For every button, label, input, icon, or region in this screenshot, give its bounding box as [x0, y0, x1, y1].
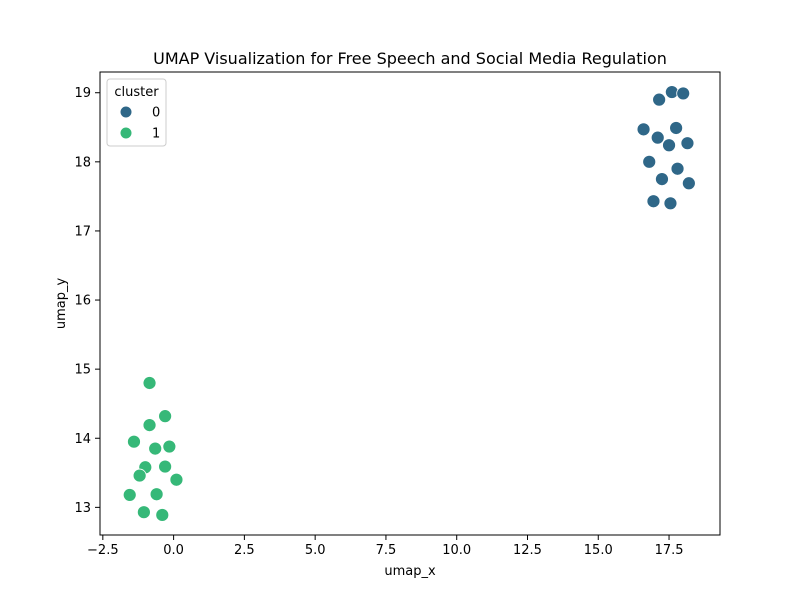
x-tick-label: 15.0: [584, 543, 613, 558]
y-tick-label: 16: [74, 294, 91, 309]
data-point-cluster-1: [162, 439, 177, 454]
data-point-cluster-0: [636, 122, 651, 137]
data-point-cluster-0: [670, 161, 685, 176]
data-point-cluster-0: [676, 86, 691, 101]
legend-marker-cluster-1: [119, 126, 133, 140]
y-tick-label: 17: [74, 224, 91, 239]
data-point-cluster-0: [652, 92, 667, 107]
data-point-cluster-0: [655, 172, 669, 187]
data-point-cluster-1: [155, 508, 170, 522]
data-point-cluster-1: [149, 487, 164, 502]
data-point-cluster-1: [142, 376, 157, 390]
data-point-cluster-1: [158, 409, 173, 424]
data-point-cluster-1: [127, 434, 141, 449]
legend-label-cluster-1: 1: [152, 127, 160, 142]
y-axis-label: umap_y: [54, 278, 69, 330]
x-tick-label: 10.0: [442, 543, 471, 558]
x-tick-label: 2.5: [234, 543, 255, 558]
legend: cluster 0 1: [106, 78, 167, 147]
x-tick-label: 7.5: [376, 543, 397, 558]
legend-marker-cluster-0: [119, 105, 133, 119]
data-point-cluster-1: [148, 441, 163, 456]
x-axis-label: umap_x: [384, 564, 436, 579]
data-point-cluster-1: [158, 459, 173, 474]
data-point-cluster-0: [669, 121, 684, 135]
x-tick-label: 12.5: [513, 543, 542, 558]
data-points: [122, 85, 696, 522]
data-point-cluster-0: [662, 138, 676, 153]
x-tick-label: 5.0: [305, 543, 326, 558]
y-tick-label: 18: [74, 155, 91, 170]
data-point-cluster-1: [136, 505, 151, 520]
data-point-cluster-0: [663, 196, 678, 211]
data-point-cluster-0: [646, 194, 661, 209]
legend-title: cluster: [114, 85, 159, 100]
data-point-cluster-0: [680, 136, 695, 151]
chart-title: UMAP Visualization for Free Speech and S…: [153, 49, 667, 68]
data-point-cluster-1: [169, 472, 184, 487]
data-point-cluster-0: [650, 130, 665, 145]
y-tick-label: 15: [74, 363, 91, 378]
x-tick-label: 17.5: [655, 543, 684, 558]
x-tick-label: −2.5: [87, 543, 119, 558]
x-axis-ticks: −2.5 0.0 2.5 5.0 7.5 10.0 12.5 15.0 17.5: [87, 535, 684, 558]
plot-frame: [99, 71, 721, 536]
y-axis-ticks: 13 14 15 16 17 18 19: [74, 86, 100, 516]
data-point-cluster-1: [122, 488, 137, 502]
y-tick-label: 13: [74, 501, 91, 516]
data-point-cluster-0: [664, 85, 679, 99]
legend-label-cluster-0: 0: [152, 106, 160, 121]
data-point-cluster-0: [642, 154, 657, 169]
data-point-cluster-0: [681, 176, 696, 191]
y-tick-label: 19: [74, 86, 91, 101]
data-point-cluster-1: [142, 418, 157, 433]
x-tick-label: 0.0: [163, 543, 184, 558]
data-point-cluster-1: [132, 468, 147, 483]
y-tick-label: 14: [74, 432, 91, 447]
